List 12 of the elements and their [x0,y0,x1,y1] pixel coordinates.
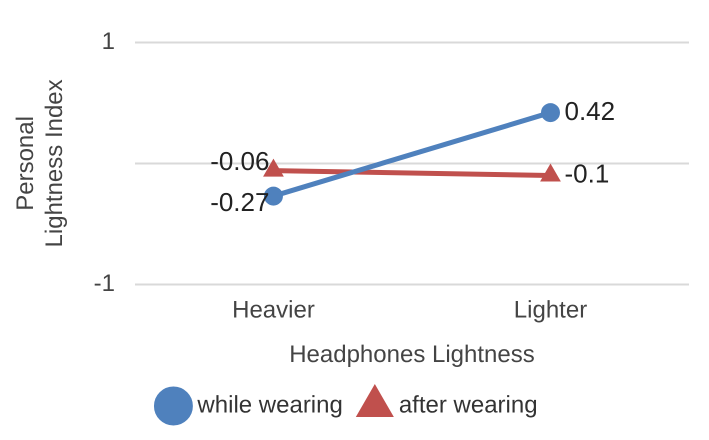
data-label: -0.1 [564,158,610,189]
legend-label: while wearing [196,392,343,419]
x-tick-label: Heavier [232,296,315,324]
legend-label: after wearing [398,392,538,419]
y-tick-label: 1 [102,28,115,56]
x-axis-title: Headphones Lightness [289,341,535,368]
data-label: -0.27 [210,187,270,218]
data-label: 0.42 [564,96,616,126]
y-tick-label: -1 [94,270,115,298]
y-axis-title: Personal Lightness Index [12,79,68,248]
data-label: -0.06 [210,146,270,176]
x-tick-label: Lighter [514,296,588,324]
